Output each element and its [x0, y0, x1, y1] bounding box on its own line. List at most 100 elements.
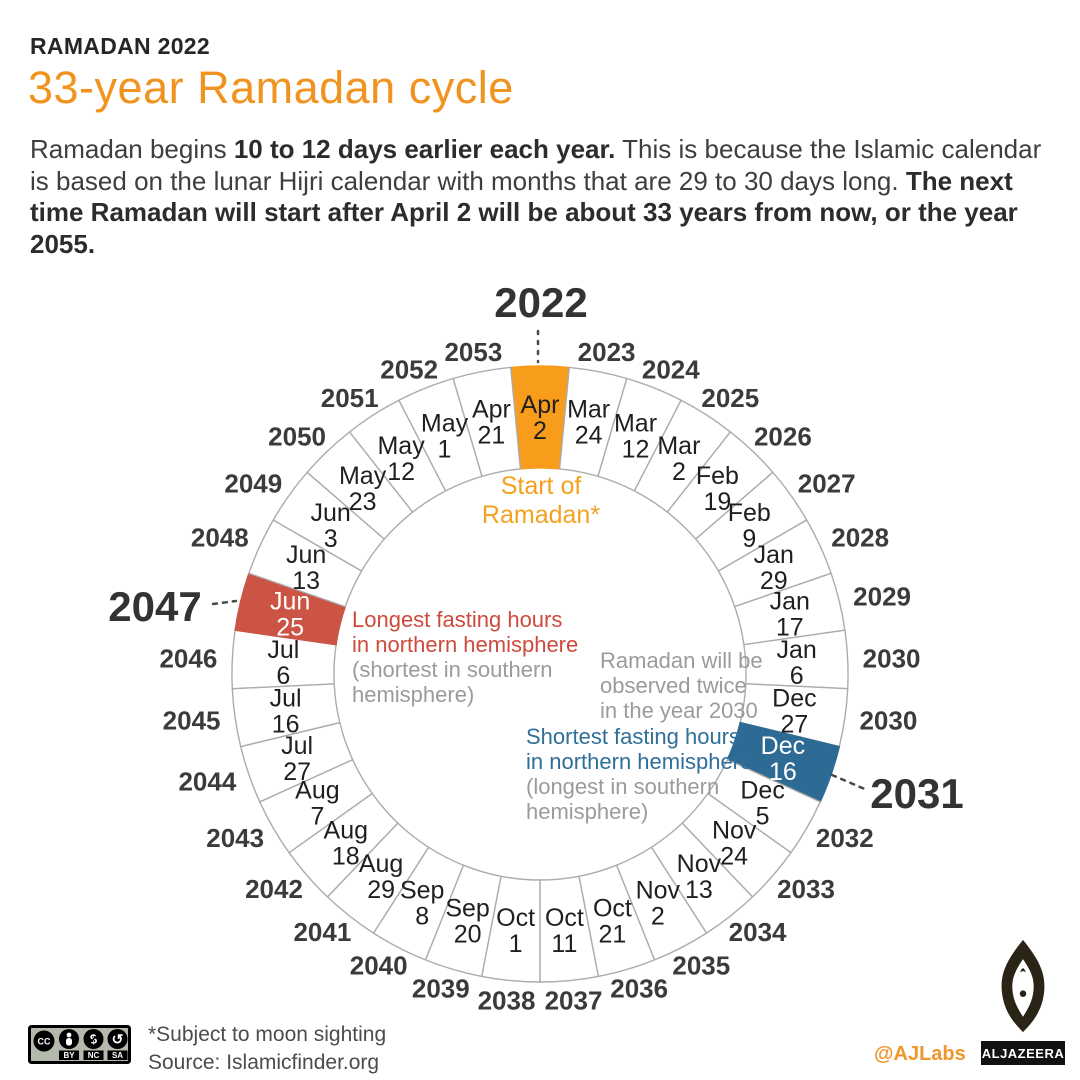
date-label-2048: Jun 13: [286, 541, 326, 595]
date-label-2039: Sep 20: [445, 895, 489, 949]
year-label-2037: 2037: [545, 986, 603, 1016]
by-label-plate: [59, 1050, 79, 1060]
nc-label: NC: [88, 1051, 100, 1060]
date-label-2022: Apr 2: [521, 391, 560, 445]
aljazeera-wordmark: ALJAZEERA: [981, 1041, 1065, 1065]
year-label-2046: 2046: [159, 643, 217, 673]
year-label-2036: 2036: [610, 974, 668, 1004]
date-label-2049: Jun 3: [311, 499, 351, 553]
year-label-2030: 2030: [859, 706, 917, 736]
year-label-2053: 2053: [444, 337, 502, 367]
year-label-2044: 2044: [178, 766, 236, 796]
date-label-2027: Feb 9: [728, 499, 771, 553]
year-label-2052: 2052: [380, 355, 438, 385]
highlight-year-2031: 2031: [870, 770, 963, 817]
annotation-line: Longest fasting hours: [352, 607, 563, 632]
year-label-2033: 2033: [777, 874, 835, 904]
date-label-2051: May 12: [377, 432, 425, 486]
callout-line-2047: [211, 599, 238, 606]
segment-2053-Apr21: [452, 366, 522, 478]
annotation-line: in the year 2030: [600, 698, 758, 724]
annotation-line: hemisphere): [526, 799, 649, 825]
by-label: BY: [63, 1051, 75, 1060]
year-label-2039: 2039: [412, 974, 470, 1004]
year-label-2045: 2045: [163, 706, 221, 736]
annotation-line: observed twice: [600, 673, 747, 699]
year-label-2042: 2042: [245, 874, 303, 904]
cc-by-nc-sa-icon: CC $ ↺ BY NC SA: [28, 1025, 131, 1064]
source-note: Source: Islamicfinder.org: [148, 1050, 380, 1074]
date-label-2052: May 1: [421, 409, 469, 463]
date-label-2032: Dec 5: [740, 777, 784, 831]
moon-sighting-note: *Subject to moon sighting: [148, 1023, 387, 1046]
intro-text: Ramadan begins: [30, 134, 234, 164]
start-of-ramadan-annotation: Start of Ramadan*: [426, 472, 656, 530]
year-label-2040: 2040: [350, 951, 408, 981]
nc-label-plate: [83, 1050, 104, 1060]
date-label-2031: Dec 16: [761, 732, 805, 786]
page-title: 33-year Ramadan cycle: [28, 62, 514, 113]
year-label-2035: 2035: [672, 951, 730, 981]
date-label-2043: Aug 7: [295, 777, 339, 831]
date-label-2047: Jun 25: [270, 587, 310, 641]
intro-paragraph: Ramadan begins 10 to 12 days earlier eac…: [30, 134, 1052, 261]
intro-text: This is because the Islamic calendar is …: [30, 134, 1042, 196]
date-label-2028: Jan 29: [754, 541, 794, 595]
annotation-line: hemisphere): [352, 682, 475, 708]
by-person-body: [66, 1038, 72, 1046]
date-label-2035: Nov 2: [636, 876, 681, 930]
date-label-2038: Oct 1: [496, 904, 535, 958]
date-label-2046: Jul 6: [267, 636, 299, 690]
year-label-2043: 2043: [206, 823, 264, 853]
annotation-line: (shortest in southern: [352, 657, 553, 683]
date-label-2030: Dec 27: [772, 685, 816, 739]
year-label-2028: 2028: [831, 523, 889, 553]
date-label-2044: Jul 27: [281, 732, 313, 786]
year-label-2051: 2051: [321, 383, 379, 413]
sa-label: SA: [112, 1051, 123, 1060]
flame-accent: [1020, 968, 1026, 973]
annotation-line: (longest in southern: [526, 774, 720, 800]
highlight-year-2022: 2022: [494, 279, 587, 326]
date-label-2053: Apr 21: [472, 396, 511, 450]
highlight-year-2047: 2047: [108, 583, 201, 630]
ajlabs-credit: @AJLabs: [874, 1043, 966, 1065]
observed-twice-annotation: Ramadan will be observed twice in the year…: [600, 648, 763, 723]
date-label-2026: Feb 19: [696, 462, 739, 516]
date-label-2045: Jul 16: [270, 685, 302, 739]
date-label-2041: Aug 29: [359, 850, 403, 904]
kicker: RAMADAN 2022: [30, 33, 210, 59]
cc-icon: [33, 1030, 55, 1052]
shortest-fasting-annotation: Shortest fasting hours in northern hemisp…: [526, 724, 752, 824]
date-label-2025: Mar 2: [657, 432, 700, 486]
intro-bold-text: 10 to 12 days earlier each year.: [233, 134, 616, 164]
date-label-2036: Oct 21: [593, 895, 632, 949]
annotation-line: Start of: [500, 472, 582, 500]
sa-arrow-icon: [107, 1029, 128, 1049]
year-label-2041: 2041: [293, 917, 351, 947]
sa-arrow-glyph: ↺: [112, 1031, 124, 1047]
date-label-2029: Jan 17: [770, 587, 810, 641]
aljazeera-logo: ALJAZEERA: [981, 938, 1065, 1065]
year-label-2030: 2030: [863, 643, 921, 673]
by-person-head: [66, 1032, 72, 1038]
callout-line-2031: [830, 773, 869, 792]
annotation-line: in northern hemisphere: [352, 632, 579, 658]
date-label-2042: Aug 18: [324, 816, 368, 870]
flame-dot: [1019, 990, 1027, 997]
footnotes: *Subject to moon sighting Source: Islami…: [148, 1021, 386, 1077]
year-label-2025: 2025: [701, 383, 759, 413]
aljazeera-flame-icon: [1001, 939, 1045, 1033]
date-label-2040: Sep 8: [400, 876, 444, 930]
year-label-2029: 2029: [853, 582, 911, 612]
date-label-2024: Mar 12: [614, 409, 657, 463]
year-label-2027: 2027: [798, 469, 856, 499]
date-label-2037: Oct 11: [545, 904, 584, 958]
date-label-2033: Nov 24: [712, 816, 757, 870]
annotation-line: in northern hemisphere: [526, 749, 753, 775]
intro-bold-text: The next time Ramadan will start after A…: [30, 165, 1018, 260]
year-label-2032: 2032: [816, 823, 874, 853]
cc-icon-label: CC: [38, 1037, 51, 1047]
